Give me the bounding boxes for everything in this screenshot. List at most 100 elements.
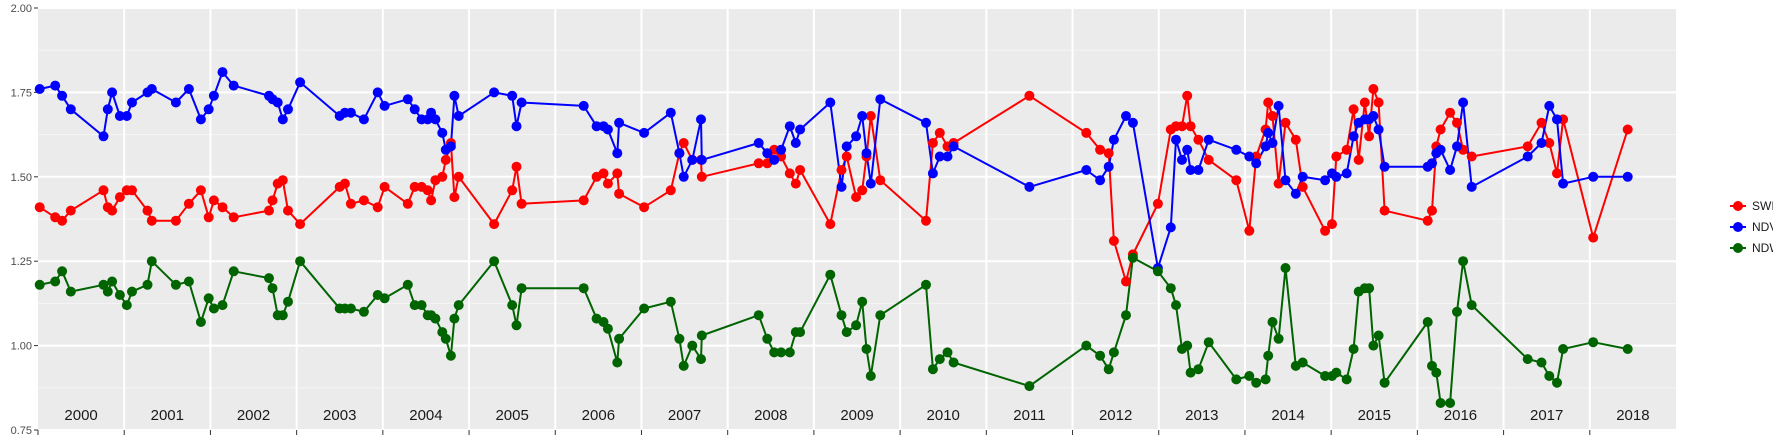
data-point-ndvi	[372, 87, 383, 98]
data-point-ndvi	[1368, 111, 1379, 121]
data-point-ndwi	[578, 283, 589, 294]
data-point-ndvi	[1251, 158, 1262, 169]
data-point-swir	[422, 185, 433, 196]
data-point-swir	[678, 138, 689, 148]
data-point-ndvi	[1290, 188, 1301, 199]
data-point-swir	[1379, 205, 1390, 216]
data-point-ndwi	[217, 300, 228, 311]
data-point-ndvi	[927, 168, 938, 179]
data-point-swir	[489, 219, 500, 230]
data-point-ndwi	[1422, 317, 1433, 327]
data-point-ndvi	[825, 97, 836, 108]
data-point-ndwi	[50, 276, 61, 287]
data-point-ndvi	[272, 97, 283, 108]
data-point-ndwi	[696, 330, 707, 341]
data-point-swir	[1466, 151, 1477, 162]
data-point-ndwi	[409, 300, 420, 311]
data-point-swir	[449, 192, 460, 203]
data-point-ndvi	[277, 114, 288, 125]
data-point-ndwi	[195, 317, 206, 327]
year-label: 2006	[582, 407, 615, 424]
data-point-ndwi	[1431, 367, 1442, 378]
data-point-swir	[1331, 151, 1342, 162]
data-point-swir	[1108, 235, 1119, 246]
data-point-ndwi	[678, 360, 689, 371]
data-point-ndvi	[295, 77, 306, 88]
data-point-swir	[1095, 144, 1106, 155]
data-point-swir	[170, 215, 181, 226]
data-point-ndwi	[921, 279, 931, 290]
data-point-ndwi	[776, 347, 787, 358]
year-label: 2012	[1099, 407, 1132, 424]
data-point-ndvi	[208, 90, 219, 101]
data-point-swir	[1373, 97, 1384, 108]
data-point-ndwi	[228, 266, 239, 277]
data-point-swir	[1552, 168, 1562, 179]
data-point-ndvi	[170, 97, 181, 108]
data-point-ndvi	[511, 121, 522, 132]
data-point-swir	[426, 195, 437, 206]
data-point-ndvi	[921, 117, 931, 128]
data-point-ndvi	[1244, 151, 1255, 162]
data-point-ndwi	[861, 344, 872, 354]
data-point-ndvi	[1231, 144, 1242, 155]
y-tick-label: 1.25	[11, 256, 32, 268]
grid-lines	[38, 7, 1676, 431]
data-point-ndvi	[1348, 131, 1359, 142]
data-point-swir	[264, 205, 274, 216]
data-point-ndwi	[1588, 337, 1599, 348]
data-point-ndwi	[283, 296, 293, 307]
data-point-ndwi	[1251, 377, 1262, 388]
data-point-ndwi	[1182, 340, 1193, 351]
data-point-swir	[1297, 181, 1308, 192]
data-point-ndwi	[65, 286, 76, 297]
data-point-ndwi	[1121, 310, 1131, 321]
data-point-ndvi	[1024, 181, 1035, 192]
data-point-ndwi	[1536, 357, 1547, 368]
data-point-ndvi	[674, 148, 685, 159]
data-point-ndwi	[1331, 367, 1342, 378]
data-point-ndvi	[102, 104, 113, 115]
data-point-ndwi	[1558, 344, 1569, 354]
data-point-ndvi	[1536, 138, 1547, 148]
data-point-ndvi	[358, 114, 369, 125]
year-label: 2008	[754, 407, 787, 424]
data-point-swir	[578, 195, 589, 206]
data-point-ndwi	[170, 279, 181, 290]
data-point-ndwi	[687, 340, 698, 351]
data-point-swir	[511, 161, 522, 172]
data-point-ndvi	[1182, 144, 1193, 155]
data-point-ndwi	[516, 283, 527, 294]
data-point-ndwi	[1373, 330, 1384, 341]
data-point-ndwi	[857, 296, 868, 307]
data-point-ndwi	[836, 310, 847, 321]
data-point-swir	[1121, 276, 1131, 287]
legend-label-swir: SWIR	[1752, 199, 1773, 213]
data-point-ndvi	[841, 141, 852, 152]
data-point-ndvi	[1373, 124, 1384, 135]
data-point-swir	[753, 158, 764, 169]
data-point-swir	[114, 192, 125, 203]
data-point-ndvi	[127, 97, 137, 108]
data-point-swir	[437, 171, 448, 182]
data-point-ndwi	[948, 357, 959, 368]
data-point-ndwi	[511, 320, 522, 331]
data-point-swir	[795, 165, 806, 175]
data-point-ndvi	[1466, 181, 1477, 192]
data-point-ndwi	[1379, 377, 1390, 388]
data-point-ndwi	[1267, 317, 1278, 327]
data-point-swir	[1152, 198, 1163, 209]
data-point-ndvi	[1193, 165, 1204, 175]
data-point-ndwi	[445, 350, 456, 361]
data-point-swir	[1177, 121, 1187, 132]
data-point-swir	[402, 198, 413, 209]
data-point-ndwi	[1273, 333, 1284, 344]
year-label: 2013	[1185, 407, 1218, 424]
data-point-swir	[1353, 154, 1364, 165]
data-point-ndvi	[146, 84, 157, 94]
data-point-ndwi	[1544, 371, 1555, 381]
data-point-ndwi	[762, 333, 773, 344]
legend-key-dot	[1733, 243, 1743, 253]
data-point-ndwi	[142, 279, 153, 290]
data-point-ndwi	[1127, 252, 1138, 263]
